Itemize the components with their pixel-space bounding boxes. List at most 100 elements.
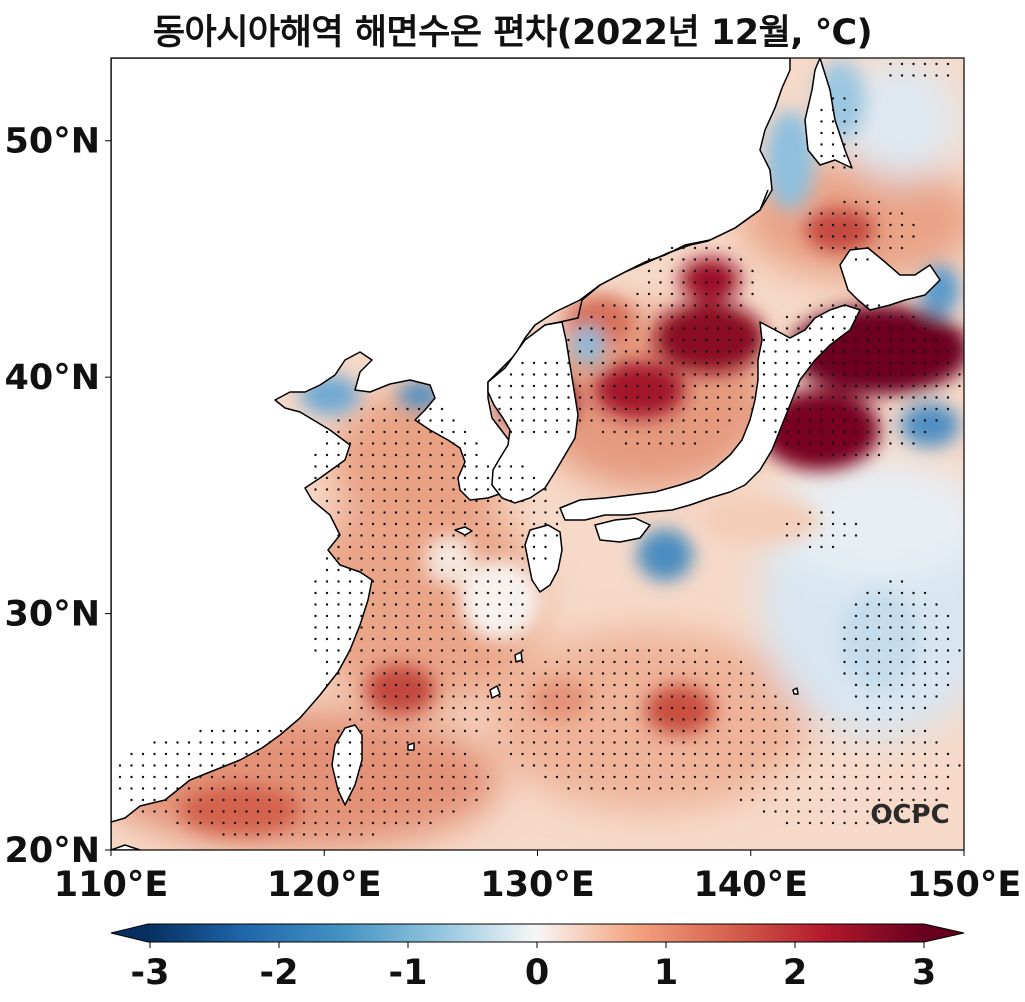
stipple-dot — [360, 614, 363, 618]
stipple-dot — [337, 787, 340, 790]
stipple-dot — [463, 706, 467, 710]
stipple-dot — [440, 407, 444, 411]
stipple-dot — [544, 545, 547, 549]
stipple-dot — [946, 350, 950, 353]
stipple-dot — [578, 373, 582, 376]
stipple-dot — [371, 568, 375, 572]
stipple-dot — [670, 246, 674, 250]
stipple-dot — [751, 361, 754, 365]
stipple-dot — [797, 775, 800, 779]
stipple-dot — [164, 752, 168, 756]
stipple-dot — [670, 407, 674, 411]
stipple-dot — [613, 649, 616, 652]
stipple-dot — [521, 580, 524, 583]
stipple-dot — [854, 120, 858, 123]
stipple-dot — [521, 373, 524, 376]
stipple-dot — [751, 384, 754, 388]
stipple-dot — [854, 442, 858, 445]
stipple-dot — [337, 833, 340, 836]
stipple-dot — [705, 706, 708, 710]
stipple-dot — [866, 695, 869, 698]
stipple-dot — [348, 557, 352, 560]
stipple-dot — [636, 775, 639, 779]
stipple-dot — [923, 603, 927, 606]
stipple-dot — [314, 591, 317, 595]
stipple-dot — [555, 430, 559, 434]
stipple-dot — [498, 568, 501, 572]
stipple-dot — [417, 476, 421, 480]
stipple-dot — [659, 292, 662, 296]
stipple-dot — [831, 373, 835, 376]
stipple-dot — [498, 614, 501, 618]
stipple-dot — [854, 419, 858, 422]
stipple-dot — [521, 465, 524, 468]
stipple-dot — [498, 419, 501, 422]
stipple-dot — [739, 373, 743, 376]
stipple-dot — [360, 706, 363, 710]
stipple-dot — [314, 833, 317, 836]
stipple-dot — [935, 614, 938, 618]
stipple-dot — [360, 649, 363, 652]
stipple-dot — [762, 695, 766, 698]
stipple-dot — [843, 212, 846, 215]
stipple-dot — [440, 672, 444, 675]
stipple-dot — [406, 522, 409, 526]
stipple-dot — [958, 384, 961, 388]
stipple-dot — [739, 706, 743, 710]
stipple-dot — [371, 706, 375, 710]
stipple-dot — [337, 499, 340, 503]
stipple-dot — [406, 741, 409, 744]
stipple-dot — [624, 315, 628, 319]
stipple-dot — [843, 108, 846, 112]
stipple-dot — [877, 200, 881, 204]
stipple-dot — [889, 764, 892, 767]
stipple-dot — [371, 660, 375, 664]
stipple-dot — [417, 695, 421, 698]
stipple-dot — [613, 660, 616, 664]
stipple-dot — [923, 741, 927, 744]
land-jeju — [454, 526, 473, 536]
stipple-dot — [659, 442, 662, 445]
stipple-dot — [348, 488, 352, 491]
stipple-dot — [636, 695, 639, 698]
stipple-dot — [440, 534, 444, 537]
stipple-dot — [325, 660, 329, 664]
stipple-dot — [774, 741, 777, 744]
stipple-dot — [406, 706, 409, 710]
y-tick-label: 50°N — [5, 122, 101, 162]
stipple-dot — [889, 695, 892, 698]
stipple-dot — [774, 338, 777, 342]
stipple-dot — [498, 407, 501, 411]
stipple-dot — [417, 453, 421, 457]
stipple-dot — [785, 752, 789, 756]
stipple-dot — [590, 672, 593, 675]
stipple-dot — [337, 545, 340, 549]
stipple-dot — [532, 752, 536, 756]
stipple-dot — [371, 442, 375, 445]
stipple-dot — [705, 741, 708, 744]
stipple-dot — [728, 718, 731, 721]
stipple-dot — [751, 775, 754, 779]
stipple-dot — [613, 683, 616, 687]
stipple-dot — [705, 729, 708, 733]
stipple-dot — [946, 614, 950, 618]
stipple-dot — [877, 350, 881, 353]
stipple-dot — [613, 787, 616, 790]
stipple-dot — [406, 752, 409, 756]
stipple-dot — [521, 557, 524, 560]
stipple-dot — [417, 649, 421, 652]
stipple-dot — [348, 706, 352, 710]
stipple-dot — [429, 614, 432, 618]
stipple-dot — [659, 258, 662, 261]
stipple-dot — [452, 810, 455, 813]
stipple-dot — [889, 591, 892, 595]
stipple-dot — [705, 327, 708, 330]
stipple-dot — [659, 752, 662, 756]
stipple-dot — [843, 97, 846, 100]
stipple-dot — [820, 315, 823, 319]
stipple-dot — [383, 430, 386, 434]
stipple-dot — [521, 534, 524, 537]
stipple-dot — [578, 396, 582, 399]
stipple-dot — [912, 419, 915, 422]
stipple-dot — [728, 729, 731, 733]
